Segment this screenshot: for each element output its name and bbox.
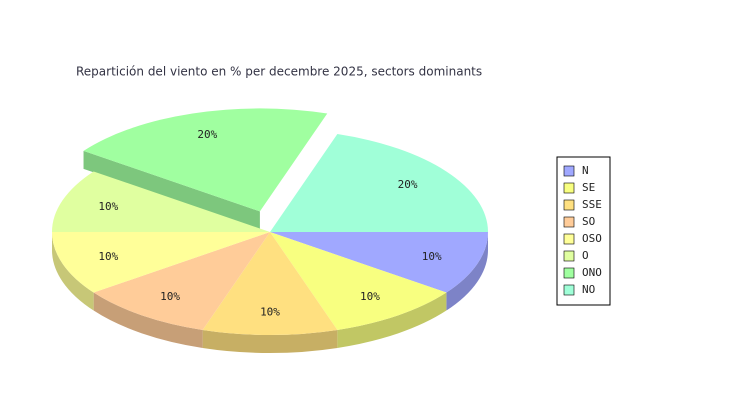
legend-label: SO — [582, 215, 595, 228]
slice-side — [337, 292, 447, 348]
legend-label: O — [582, 249, 589, 262]
slice-side — [52, 232, 94, 311]
slice — [270, 232, 447, 330]
slice — [93, 232, 270, 330]
data-label: 20% — [197, 128, 217, 141]
data-label: 10% — [260, 305, 280, 318]
legend-label: SE — [582, 181, 595, 194]
legend-label: SSE — [582, 198, 602, 211]
legend-swatch — [563, 165, 575, 177]
data-label: 10% — [160, 290, 180, 303]
chart-title: Repartición del viento en % per decembre… — [76, 65, 482, 79]
slice — [270, 134, 488, 232]
legend-label: N — [582, 164, 589, 177]
legend-label: ONO — [582, 266, 602, 279]
data-label: 10% — [98, 200, 118, 213]
legend-swatch — [563, 216, 575, 228]
slice — [270, 232, 488, 293]
data-label: 10% — [422, 250, 442, 263]
data-label: 20% — [398, 178, 418, 191]
data-label: 10% — [98, 250, 118, 263]
slice — [202, 232, 338, 336]
slice-side — [202, 329, 338, 354]
legend-swatch — [563, 250, 575, 262]
pie-tops — [52, 108, 488, 336]
slice-side — [446, 232, 488, 311]
slice-edge — [83, 150, 260, 230]
data-label: 10% — [360, 290, 380, 303]
legend-swatch — [563, 182, 575, 194]
slice — [52, 171, 270, 232]
legend-swatch — [563, 233, 575, 245]
legend-label: NO — [582, 283, 595, 296]
legend-swatch — [563, 199, 575, 211]
slice — [83, 108, 328, 212]
slice — [52, 232, 270, 293]
pie-sides — [52, 150, 488, 354]
legend-swatch — [563, 267, 575, 279]
legend-box — [556, 156, 611, 306]
slice-side — [93, 292, 203, 348]
legend-label: OSO — [582, 232, 602, 245]
legend-swatch — [563, 284, 575, 296]
